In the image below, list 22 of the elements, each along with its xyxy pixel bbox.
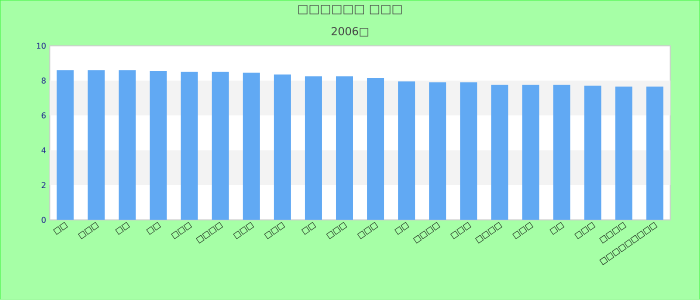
bar bbox=[460, 82, 478, 220]
bar bbox=[88, 70, 105, 220]
bar bbox=[429, 82, 446, 220]
bar bbox=[398, 82, 416, 220]
bar bbox=[180, 72, 198, 220]
bar bbox=[150, 71, 167, 220]
chart-title: □□□□□□ □□□ bbox=[298, 5, 402, 14]
bar bbox=[491, 85, 508, 220]
bar bbox=[367, 78, 384, 220]
bar bbox=[212, 72, 229, 220]
bar bbox=[274, 74, 291, 220]
bar bbox=[242, 72, 260, 220]
bar bbox=[646, 86, 664, 220]
bar bbox=[118, 70, 136, 220]
bar bbox=[553, 85, 570, 220]
bar bbox=[522, 85, 540, 220]
bar bbox=[615, 86, 632, 220]
bar bbox=[584, 86, 602, 220]
bar bbox=[56, 70, 74, 220]
bar bbox=[336, 76, 354, 220]
chart-subtitle: 2006□ bbox=[332, 27, 368, 37]
bar bbox=[304, 76, 322, 220]
